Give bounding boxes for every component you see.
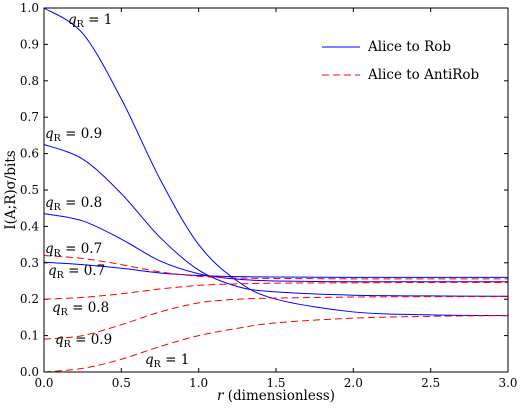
x-tick-label: 0.5 — [112, 376, 131, 390]
rob-series-line-1 — [43, 144, 509, 297]
legend: Alice to Rob Alice to AntiRob — [322, 39, 479, 83]
x-axis-label: r (dimensionless) — [217, 388, 335, 404]
y-tick-label: 1.0 — [20, 1, 39, 15]
x-tick-labels: 0.0 0.5 1.0 1.5 2.0 2.5 3.0 — [34, 376, 517, 390]
series-lines — [43, 7, 509, 373]
antirob-series-line-7 — [43, 315, 509, 373]
axis-ticks — [43, 7, 509, 373]
q-label-4: qR = 0.7 — [48, 263, 105, 281]
y-tick-label: 0.0 — [20, 365, 39, 379]
antirob-series-line-6 — [43, 296, 509, 340]
antirob-series-line-5 — [43, 281, 509, 300]
y-tick-label: 0.8 — [20, 74, 39, 88]
x-tick-label: 2.0 — [344, 376, 363, 390]
x-tick-label: 0.0 — [34, 376, 53, 390]
x-tick-label: 1.0 — [189, 376, 208, 390]
y-tick-label: 0.1 — [20, 329, 39, 343]
y-tick-label: 0.6 — [20, 147, 39, 161]
rob-series-line-0 — [43, 7, 509, 317]
legend-label-rob: Alice to Rob — [367, 39, 451, 55]
rob-series-line-2 — [43, 213, 508, 283]
y-tick-label: 0.4 — [20, 219, 39, 233]
q-label-3: qR = 0.7 — [45, 241, 102, 259]
x-tick-label: 1.5 — [266, 376, 285, 390]
y-axis-label: I(A;R)σ/bits — [3, 150, 19, 229]
y-tick-label: 0.3 — [20, 256, 39, 270]
y-tick-label: 0.5 — [20, 183, 39, 197]
y-tick-labels: 0.0 0.1 0.2 0.3 0.4 0.5 0.6 0.7 0.8 0.9 1.0 — [20, 1, 39, 379]
plot-frame — [43, 7, 509, 373]
q-label-7: qR = 1 — [145, 352, 189, 370]
q-label-5: qR = 0.8 — [52, 300, 109, 318]
q-label-2: qR = 0.8 — [45, 195, 102, 213]
x-axis-unit: (dimensionless) — [223, 388, 335, 404]
curve-labels: qR = 1 qR = 0.9 qR = 0.8 qR = 0.7 qR = 0.7 qR… — [45, 12, 189, 370]
x-tick-label: 2.5 — [421, 376, 440, 390]
q-label-0: qR = 1 — [68, 12, 112, 30]
y-tick-label: 0.2 — [20, 292, 39, 306]
y-tick-label: 0.9 — [20, 37, 39, 51]
legend-label-antirob: Alice to AntiRob — [367, 67, 479, 83]
x-tick-label: 3.0 — [498, 376, 517, 390]
antirob-series-line-4 — [43, 255, 508, 280]
q-label-1: qR = 0.9 — [45, 126, 102, 144]
y-tick-label: 0.7 — [20, 110, 39, 124]
x-axis-variable: r — [217, 388, 225, 404]
q-label-6: qR = 0.9 — [55, 332, 112, 350]
rob-series-line-3 — [43, 261, 508, 278]
